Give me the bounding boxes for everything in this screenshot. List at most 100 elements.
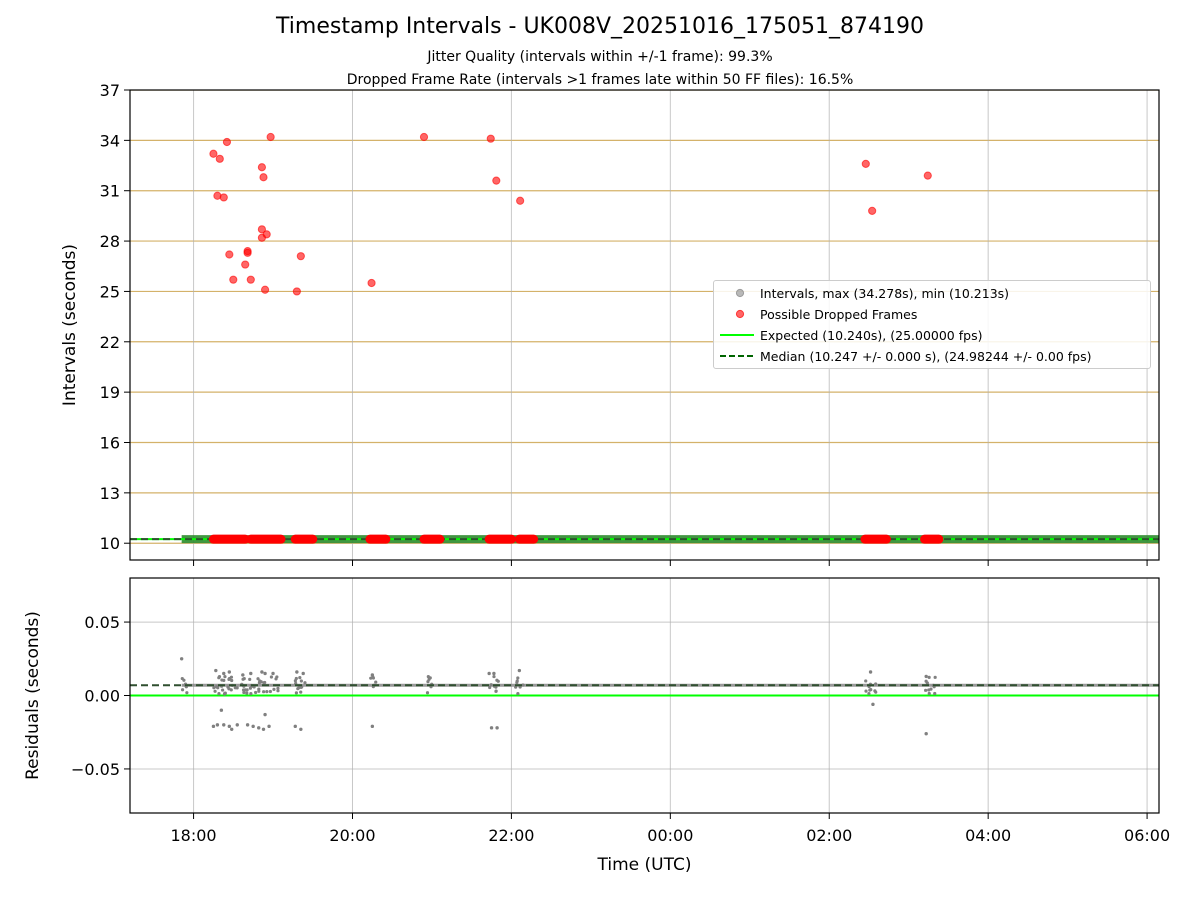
top-ytick-label: 31 bbox=[100, 182, 120, 201]
residual-point bbox=[299, 679, 303, 683]
residual-point bbox=[516, 692, 520, 696]
residual-outlier-point bbox=[251, 724, 255, 729]
residual-point bbox=[492, 674, 496, 679]
dropped-point bbox=[222, 137, 232, 147]
residual-outlier-point bbox=[263, 712, 267, 717]
dropped-point bbox=[257, 163, 267, 172]
residual-outlier-point bbox=[227, 670, 232, 674]
residual-point bbox=[933, 691, 937, 696]
residual-point bbox=[874, 690, 878, 694]
dropped-point bbox=[492, 176, 501, 185]
bottom-plot-area bbox=[130, 578, 1159, 813]
figure-title: Timestamp Intervals - UK008V_20251016_17… bbox=[276, 14, 924, 39]
residual-point bbox=[426, 674, 430, 679]
residual-point bbox=[924, 688, 928, 692]
residual-outlier-point bbox=[271, 671, 275, 676]
residual-point bbox=[374, 680, 378, 684]
residual-point bbox=[303, 681, 307, 685]
top-ytick-label: 13 bbox=[100, 484, 120, 503]
residual-point bbox=[249, 692, 253, 696]
legend-item-intervals: Intervals, max (34.278s), min (10.213s) bbox=[714, 283, 1150, 303]
bottom-ylabel: Residuals (seconds) bbox=[23, 611, 43, 780]
top-ytick-label: 19 bbox=[100, 383, 120, 402]
residual-point bbox=[296, 687, 300, 691]
bottom-xtick-label: 00:00 bbox=[647, 826, 693, 845]
dropped-point bbox=[923, 171, 932, 180]
residual-outlier-point bbox=[487, 671, 491, 676]
residual-point bbox=[220, 678, 224, 682]
bottom-xtick-label: 18:00 bbox=[171, 826, 217, 845]
residual-outlier-point bbox=[260, 670, 264, 674]
residual-point bbox=[229, 675, 234, 679]
dropped-point bbox=[243, 248, 252, 257]
dropped-point bbox=[219, 193, 228, 202]
residual-outlier-point bbox=[492, 671, 496, 676]
residual-point bbox=[268, 689, 272, 694]
legend-label-intervals: Intervals, max (34.278s), min (10.213s) bbox=[760, 286, 1010, 301]
dropped-point bbox=[260, 285, 270, 294]
residual-point bbox=[230, 678, 234, 683]
residual-point bbox=[223, 675, 227, 679]
dropped-point bbox=[257, 225, 267, 234]
residual-outlier-point bbox=[263, 671, 267, 676]
top-axes-frame bbox=[129, 89, 1160, 561]
dropped-point bbox=[262, 230, 271, 239]
residual-point bbox=[488, 685, 492, 690]
residual-outlier-point bbox=[295, 670, 299, 674]
residual-point bbox=[927, 691, 931, 696]
bottom-xtick-label: 04:00 bbox=[965, 826, 1011, 845]
residual-outlier-point bbox=[517, 668, 522, 673]
residual-outlier-point bbox=[293, 724, 297, 729]
residual-point bbox=[257, 687, 261, 691]
dropped-point bbox=[229, 275, 238, 284]
bottom-xtick-label: 20:00 bbox=[329, 826, 375, 845]
residual-outlier-point bbox=[301, 671, 305, 676]
dropped-point bbox=[367, 278, 376, 288]
bottom-xlabel: Time (UTC) bbox=[597, 855, 692, 875]
residual-point bbox=[864, 679, 868, 683]
bottom-ytick-label: 0.00 bbox=[84, 687, 120, 706]
legend-marker-intervals bbox=[735, 288, 745, 298]
top-ytick-label: 37 bbox=[100, 81, 120, 100]
residual-point bbox=[496, 679, 500, 683]
residual-point bbox=[182, 678, 186, 682]
top-ytick-label: 28 bbox=[100, 232, 120, 251]
chart-legend: Intervals, max (34.278s), min (10.213s) … bbox=[713, 280, 1151, 369]
residual-outlier-point bbox=[299, 727, 303, 731]
residual-point bbox=[276, 689, 280, 693]
top-ytick-label: 25 bbox=[100, 282, 120, 301]
residual-point bbox=[927, 675, 931, 679]
residual-point bbox=[245, 691, 249, 695]
residual-point bbox=[243, 688, 247, 692]
residual-outlier-point bbox=[249, 671, 253, 676]
dropped-point bbox=[259, 173, 268, 182]
dropped-point bbox=[241, 260, 250, 269]
residual-point bbox=[933, 675, 937, 679]
residual-point bbox=[864, 689, 868, 693]
dropped-point bbox=[209, 149, 218, 158]
dropped-point bbox=[225, 250, 234, 259]
dropped-point bbox=[419, 132, 429, 142]
dropped-point bbox=[486, 134, 495, 143]
top-ytick-label: 16 bbox=[100, 434, 120, 453]
dropped-point bbox=[292, 287, 301, 296]
residual-point bbox=[274, 677, 278, 681]
residual-outlier-point bbox=[214, 668, 218, 673]
residual-point bbox=[262, 690, 266, 694]
bottom-xtick-label: 22:00 bbox=[488, 826, 534, 845]
residual-point bbox=[272, 687, 276, 691]
residual-point bbox=[217, 692, 221, 696]
residual-point bbox=[216, 686, 220, 690]
residual-point bbox=[516, 676, 520, 680]
legend-item-expected: Expected (10.240s), (25.00000 fps) bbox=[714, 325, 1150, 345]
legend-item-median: Median (10.247 +/- 0.000 s), (24.98244 +… bbox=[714, 346, 1150, 366]
bottom-xtick-label: 02:00 bbox=[806, 826, 852, 845]
legend-marker-dropped bbox=[735, 309, 745, 319]
residual-outlier-point bbox=[257, 726, 261, 730]
legend-line-expected bbox=[720, 334, 754, 336]
residual-outlier-point bbox=[222, 723, 226, 727]
dropped-point bbox=[861, 159, 870, 168]
dropped-frame-subtitle: Dropped Frame Rate (intervals >1 frames … bbox=[346, 72, 854, 88]
residual-point bbox=[276, 686, 280, 690]
